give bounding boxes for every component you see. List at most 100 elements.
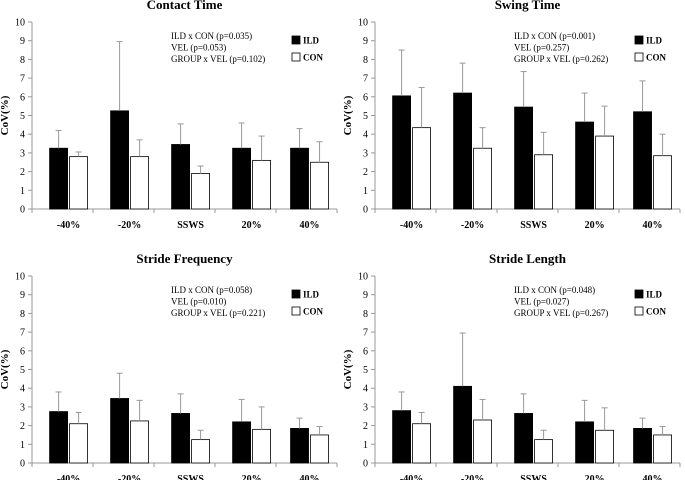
y-tick-label: 0	[20, 205, 25, 216]
chart-title: Contact Time	[147, 0, 223, 12]
y-tick-label: 3	[20, 148, 25, 159]
y-tick-label: 10	[15, 18, 25, 29]
y-tick-label: 1	[20, 186, 25, 197]
bar-ild	[514, 413, 533, 464]
legend-swatch-ild	[291, 35, 301, 45]
chart-panel-3: Stride Frequency CoV(%) 0 1 2 3 4 5 6 7 8 9 10 -40% -2…	[0, 251, 338, 485]
bar-ild	[633, 111, 652, 210]
legend-swatch-ild	[291, 289, 301, 299]
stat-annotation: VEL (p=0.257)	[514, 43, 569, 53]
legend-label: ILD	[303, 36, 320, 46]
stat-annotation: VEL (p=0.010)	[171, 297, 226, 307]
bar-ild	[392, 95, 412, 210]
bar-con	[412, 127, 432, 210]
legend-label: CON	[646, 53, 667, 63]
x-tick-label: 20%	[585, 474, 605, 480]
y-axis-label: CoV(%)	[342, 349, 354, 389]
stat-annotation: VEL (p=0.053)	[171, 43, 226, 53]
legend-label: ILD	[303, 290, 320, 300]
y-tick-label: 8	[20, 309, 25, 320]
y-tick-label: 8	[363, 55, 368, 66]
chart-title: Swing Time	[495, 0, 561, 12]
bar-ild	[49, 147, 68, 210]
bar-con	[595, 135, 614, 210]
bar-ild	[575, 121, 594, 210]
y-tick-label: 7	[363, 74, 368, 85]
chart-panel-2: Swing Time CoV(%) 0 1 2 3 4 5 6 7 8 9 10 -40% -20% SSWS…	[342, 0, 681, 231]
stat-annotation: ILD x CON (p=0.048)	[514, 285, 595, 295]
legend-swatch-ild	[634, 289, 644, 299]
y-tick-label: 10	[358, 18, 368, 29]
y-tick-label: 9	[363, 290, 368, 301]
x-tick-label: -40%	[57, 220, 80, 231]
bar-con	[310, 161, 329, 210]
bar-ild	[232, 421, 252, 464]
y-tick-label: 6	[363, 346, 368, 357]
stat-annotation: ILD x CON (p=0.035)	[171, 31, 252, 41]
x-tick-label: SSWS	[520, 474, 547, 480]
bar-con	[412, 423, 432, 464]
y-tick-label: 9	[20, 36, 25, 47]
bar-con	[130, 420, 150, 464]
bar-con	[534, 154, 553, 210]
legend-swatch-con	[291, 306, 301, 316]
y-tick-label: 0	[363, 205, 368, 216]
bar-ild	[633, 428, 652, 464]
bar-con	[473, 147, 493, 210]
legend-label: ILD	[646, 36, 663, 46]
bar-ild	[232, 147, 252, 210]
legend-swatch-ild	[634, 35, 644, 45]
y-tick-label: 1	[20, 440, 25, 451]
y-tick-label: 5	[363, 365, 368, 376]
legend-swatch-con	[634, 306, 644, 316]
x-tick-label: 20%	[242, 220, 262, 231]
x-tick-label: -40%	[400, 474, 423, 480]
x-tick-label: -20%	[118, 220, 141, 231]
bar-ild	[575, 421, 594, 464]
x-tick-label: 20%	[242, 474, 262, 480]
y-tick-label: 4	[363, 130, 368, 141]
legend-label: ILD	[646, 290, 663, 300]
bar-ild	[171, 144, 191, 210]
chart-title: Stride Length	[489, 251, 567, 266]
x-tick-label: SSWS	[177, 474, 204, 480]
chart-title: Stride Frequency	[136, 251, 233, 266]
y-tick-label: 6	[20, 92, 25, 103]
x-tick-label: -20%	[461, 474, 484, 480]
bar-con	[534, 439, 553, 464]
bar-ild	[453, 92, 473, 210]
x-tick-label: SSWS	[520, 220, 547, 231]
y-tick-label: 2	[363, 421, 368, 432]
legend-label: CON	[646, 307, 667, 317]
bar-ild	[290, 428, 309, 464]
y-tick-label: 9	[20, 290, 25, 301]
y-tick-label: 1	[363, 440, 368, 451]
bar-con	[473, 419, 493, 464]
y-tick-label: 8	[363, 309, 368, 320]
bar-con	[69, 156, 88, 210]
x-tick-label: 20%	[585, 220, 605, 231]
bar-ild	[171, 413, 191, 464]
bar-con	[191, 439, 211, 464]
stat-annotation: GROUP x VEL (p=0.102)	[171, 54, 265, 64]
x-tick-label: -40%	[400, 220, 423, 231]
x-tick-label: 40%	[643, 474, 663, 480]
y-tick-label: 5	[20, 111, 25, 122]
y-axis-label: CoV(%)	[0, 95, 11, 135]
stat-annotation: ILD x CON (p=0.058)	[171, 285, 252, 295]
legend-swatch-con	[634, 52, 644, 62]
bar-ild	[392, 410, 412, 464]
y-tick-label: 7	[20, 328, 25, 339]
stat-annotation: GROUP x VEL (p=0.262)	[514, 54, 608, 64]
bar-con	[310, 434, 329, 464]
y-tick-label: 2	[363, 167, 368, 178]
bar-ild	[290, 147, 309, 210]
stat-annotation: GROUP x VEL (p=0.267)	[514, 308, 608, 318]
bar-ild	[453, 385, 473, 464]
bar-con	[69, 423, 88, 464]
bar-ild	[110, 110, 129, 210]
stat-annotation: GROUP x VEL (p=0.221)	[171, 308, 265, 318]
bar-ild	[49, 411, 68, 464]
chart-panel-4: Stride Length CoV(%) 0 1 2 3 4 5 6 7 8 9 10 -40% -20% S…	[342, 251, 681, 485]
